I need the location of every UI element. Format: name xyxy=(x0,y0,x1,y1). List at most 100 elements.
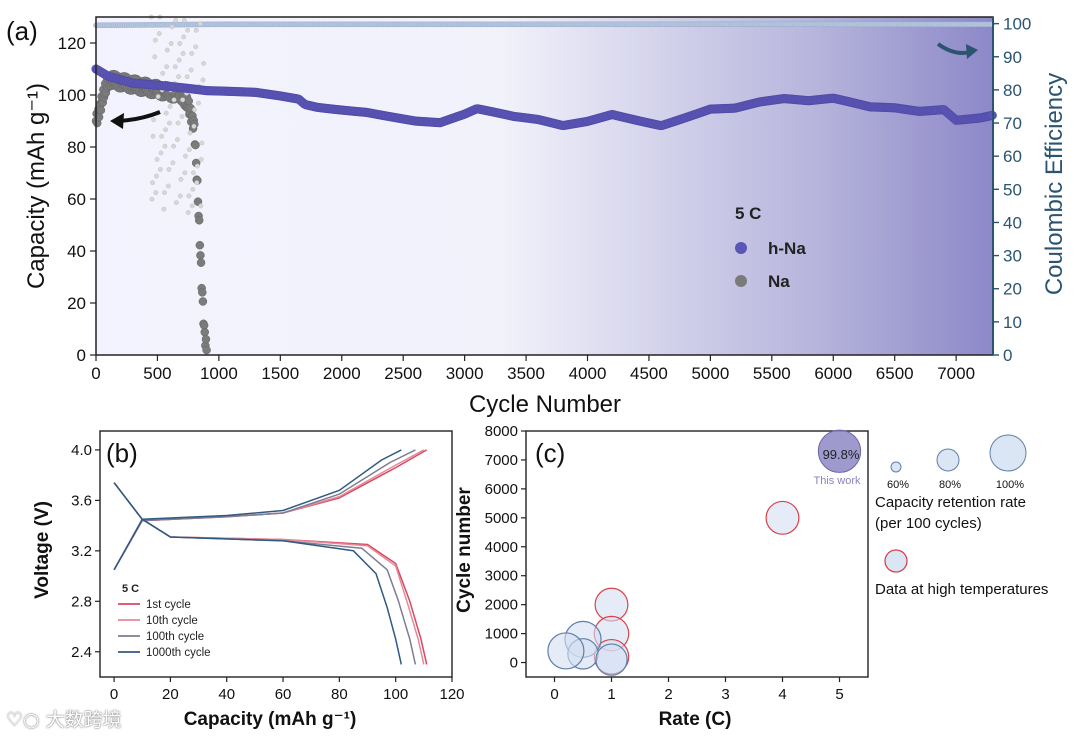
this-work-value: 99.8% xyxy=(823,447,860,462)
a-y-tick-label: 80 xyxy=(67,138,86,157)
na-ce-point xyxy=(173,200,179,205)
a-y2-tick-label: 80 xyxy=(1003,81,1022,100)
na-ce-point xyxy=(155,94,161,99)
na-ce-point xyxy=(193,27,199,33)
a-y2-tick-label: 40 xyxy=(1003,213,1022,232)
size-legend-80-bubble xyxy=(936,448,960,472)
a-y-tick-label: 60 xyxy=(67,190,86,209)
na-ce-point xyxy=(167,120,172,126)
c-x-tick-label: 0 xyxy=(550,686,558,703)
a-y2-tick-label: 20 xyxy=(1003,280,1022,299)
b-legend-label: 10th cycle xyxy=(146,615,198,627)
a-y-tick-label: 40 xyxy=(67,242,86,261)
na-ce-point xyxy=(182,170,188,176)
na-ce-point xyxy=(159,133,165,139)
size-legend-subtitle: (per 100 cycles) xyxy=(875,515,982,532)
c-y-tick-label: 0 xyxy=(510,655,518,672)
na-ce-point xyxy=(156,31,162,36)
na-capacity-point xyxy=(196,258,206,267)
c-y-tick-label: 7000 xyxy=(485,452,518,469)
b-y-tick-label: 2.4 xyxy=(71,644,92,661)
na-ce-point xyxy=(196,100,201,106)
na-capacity-point xyxy=(200,327,209,337)
c-bubble xyxy=(595,643,628,676)
na-ce-point xyxy=(201,60,207,66)
size-legend-60-bubble xyxy=(890,461,902,473)
na-capacity-point xyxy=(201,334,211,344)
na-ce-point xyxy=(150,180,155,186)
b-y-tick-label: 2.8 xyxy=(71,593,92,610)
panel-c: 0 1 2 3 4 5 0 1000 2000 3000 4000 5000 6000 7000 8000… xyxy=(454,423,1048,730)
na-capacity-point xyxy=(194,216,204,225)
na-ce-point xyxy=(194,180,200,186)
legend-a-title: 5 C xyxy=(735,204,761,223)
na-ce-point xyxy=(191,123,197,129)
panel-b: 0 20 40 60 80 100 120 2.4 2.8 3.2 3.6 4.0 (b) Capa… xyxy=(32,430,465,730)
na-ce-point xyxy=(167,104,173,109)
a-y2-tick-label: 30 xyxy=(1003,247,1022,266)
na-ce-point xyxy=(191,170,196,176)
c-bubble xyxy=(547,632,585,670)
na-ce-point xyxy=(186,193,192,199)
legend-a-hna-label: h-Na xyxy=(768,239,806,258)
a-x-tick-label: 3000 xyxy=(446,364,484,383)
legend-a-hna-marker xyxy=(735,242,747,254)
na-ce-point xyxy=(186,147,192,152)
na-ce-point xyxy=(190,186,196,192)
c-y-tick-label: 1000 xyxy=(485,626,518,643)
b-x-tick-label: 60 xyxy=(275,686,292,703)
legend-a-na-label: Na xyxy=(768,272,790,291)
a-y2-tick-label: 60 xyxy=(1003,147,1022,166)
na-capacity-point xyxy=(196,251,205,260)
c-bubble xyxy=(765,500,800,535)
na-ce-point xyxy=(163,110,169,116)
na-ce-point xyxy=(161,206,167,212)
b-x-tick-label: 80 xyxy=(331,686,348,703)
b-y-tick-label: 3.6 xyxy=(71,492,92,509)
na-ce-point xyxy=(158,150,164,156)
na-ce-point xyxy=(175,120,181,126)
na-ce-point xyxy=(165,183,171,189)
na-ce-point xyxy=(193,44,199,50)
na-ce-point xyxy=(152,37,158,43)
a-y-tick-label: 120 xyxy=(58,34,86,53)
na-ce-point xyxy=(188,67,194,73)
a-y2-tick-label: 100 xyxy=(1003,15,1031,34)
b-x-tick-label: 40 xyxy=(218,686,235,703)
na-capacity-point xyxy=(191,140,200,150)
b-x-tick-label: 20 xyxy=(162,686,179,703)
na-ce-point xyxy=(197,21,203,27)
temp-legend-bubble xyxy=(884,549,908,573)
na-ce-point xyxy=(150,133,156,139)
na-ce-point xyxy=(198,157,204,162)
a-y-tick-label: 20 xyxy=(67,294,86,313)
panel-a: 0 500 1000 1500 2000 2500 3000 3500 4000 4500 5000… xyxy=(6,14,1068,418)
na-ce-point xyxy=(176,74,181,80)
na-ce-point xyxy=(173,17,179,23)
size-legend-80-label: 80% xyxy=(939,479,961,491)
b-y-tick-label: 3.2 xyxy=(71,543,92,560)
panel-c-label: (c) xyxy=(535,438,565,468)
na-ce-point xyxy=(189,51,195,56)
panel-b-frame xyxy=(99,430,453,678)
c-y-tick-label: 2000 xyxy=(485,597,518,614)
a-x-tick-label: 2500 xyxy=(384,364,422,383)
na-ce-point xyxy=(153,190,159,196)
a-x-tick-label: 3500 xyxy=(507,364,545,383)
a-x-tick-label: 4500 xyxy=(630,364,668,383)
a-x-tick-label: 2000 xyxy=(323,364,361,383)
a-x-tick-label: 6500 xyxy=(876,364,914,383)
na-capacity-point xyxy=(195,240,205,250)
na-ce-point xyxy=(157,167,163,172)
panel-c-xlabel: Rate (C) xyxy=(659,709,732,730)
na-capacity-point xyxy=(96,105,106,115)
na-ce-point xyxy=(162,190,167,196)
a-x-tick-label: 1000 xyxy=(200,364,238,383)
c-bubble-this-work xyxy=(817,429,862,473)
a-y2-tick-label: 10 xyxy=(1003,313,1022,332)
na-ce-point xyxy=(180,51,186,56)
na-ce-point xyxy=(187,130,193,136)
a-x-tick-label: 0 xyxy=(91,364,100,383)
panel-a-label: (a) xyxy=(6,16,38,46)
